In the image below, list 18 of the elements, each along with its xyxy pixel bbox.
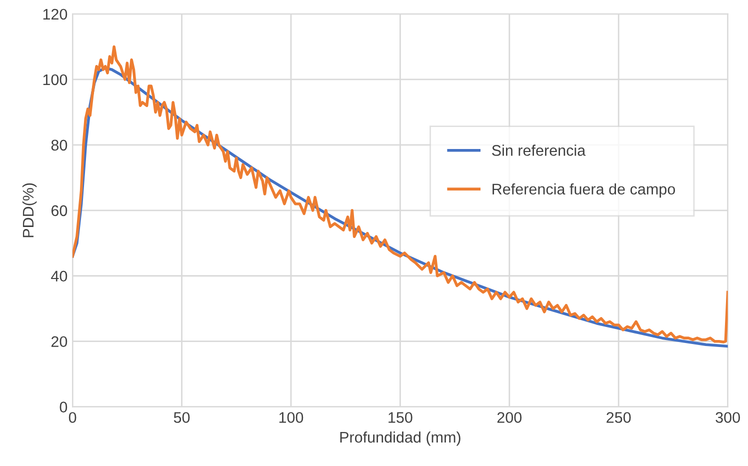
x-axis-title: Profundidad (mm) [340,431,460,446]
y-tick-label: 80 [51,140,68,151]
y-tick-label: 100 [43,74,68,86]
x-tick-label: 50 [174,412,190,423]
y-tick-label: 40 [51,270,68,282]
y-axis-title: PDD(%) [22,183,37,238]
legend-label: Referencia fuera de campo [492,183,675,198]
x-tick-label: 100 [279,412,304,423]
x-tick-label: 300 [716,412,740,423]
y-tick-label: 0 [60,402,68,413]
x-tick-label: 200 [497,412,522,423]
y-tick-label: 120 [43,8,68,20]
legend-label: Sin referencia [492,144,586,156]
y-tick-label: 60 [51,205,68,216]
x-tick-label: 250 [606,412,631,423]
x-tick-label: 0 [68,412,76,423]
x-tick-label: 150 [388,412,412,423]
y-tick-label: 20 [51,336,68,348]
